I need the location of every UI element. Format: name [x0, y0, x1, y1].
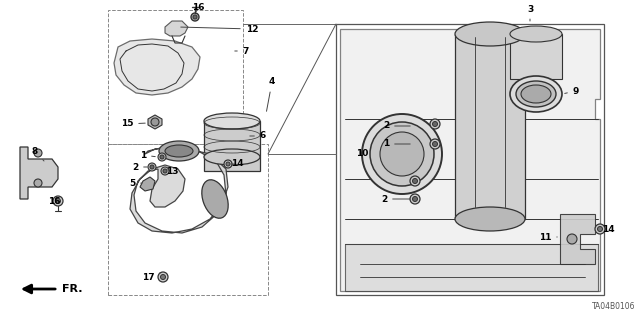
Ellipse shape — [413, 179, 417, 183]
Ellipse shape — [413, 197, 417, 202]
Ellipse shape — [161, 275, 166, 279]
Ellipse shape — [595, 224, 605, 234]
Text: 7: 7 — [235, 47, 249, 56]
Ellipse shape — [433, 142, 438, 146]
Ellipse shape — [598, 226, 602, 232]
Text: 2: 2 — [383, 122, 410, 130]
Ellipse shape — [567, 234, 577, 244]
Text: 2: 2 — [132, 162, 147, 172]
Text: FR.: FR. — [62, 284, 83, 294]
Ellipse shape — [433, 122, 438, 127]
Ellipse shape — [224, 160, 232, 168]
Ellipse shape — [362, 114, 442, 194]
Polygon shape — [20, 147, 58, 199]
Ellipse shape — [163, 169, 167, 173]
Text: 10: 10 — [356, 150, 368, 159]
Ellipse shape — [161, 167, 169, 175]
Text: 5: 5 — [129, 180, 142, 189]
Ellipse shape — [158, 153, 166, 161]
Ellipse shape — [455, 22, 525, 46]
Bar — [204, 121, 260, 171]
Ellipse shape — [151, 118, 159, 126]
Text: 17: 17 — [141, 272, 161, 281]
Ellipse shape — [56, 198, 61, 204]
Text: 2: 2 — [381, 195, 410, 204]
Ellipse shape — [521, 85, 551, 103]
Ellipse shape — [34, 179, 42, 187]
Text: 13: 13 — [166, 167, 179, 175]
Text: 12: 12 — [180, 25, 259, 33]
Ellipse shape — [150, 165, 154, 169]
Text: 11: 11 — [539, 233, 557, 241]
Ellipse shape — [148, 163, 156, 171]
Text: 9: 9 — [564, 86, 579, 95]
Ellipse shape — [202, 180, 228, 218]
Ellipse shape — [430, 139, 440, 149]
Polygon shape — [130, 147, 228, 233]
Ellipse shape — [193, 15, 197, 19]
Text: 6: 6 — [250, 131, 266, 140]
Ellipse shape — [510, 76, 562, 112]
Bar — [108, 10, 243, 144]
Text: 8: 8 — [32, 146, 44, 161]
Ellipse shape — [510, 26, 562, 42]
Ellipse shape — [191, 13, 199, 21]
Text: 16: 16 — [48, 197, 60, 205]
Ellipse shape — [430, 119, 440, 129]
Ellipse shape — [158, 272, 168, 282]
Text: TA04B0106: TA04B0106 — [591, 302, 635, 311]
Polygon shape — [114, 39, 200, 95]
Text: 4: 4 — [266, 78, 275, 111]
Ellipse shape — [160, 155, 164, 159]
Polygon shape — [560, 214, 595, 264]
Ellipse shape — [34, 149, 42, 157]
Text: 14: 14 — [602, 225, 614, 234]
Polygon shape — [148, 115, 162, 129]
Ellipse shape — [516, 81, 556, 107]
Text: 3: 3 — [527, 4, 533, 21]
Polygon shape — [165, 21, 188, 36]
Ellipse shape — [226, 162, 230, 166]
Polygon shape — [340, 29, 600, 291]
Bar — [336, 24, 604, 295]
Ellipse shape — [159, 141, 199, 161]
Ellipse shape — [204, 149, 260, 165]
Text: 1: 1 — [383, 139, 410, 149]
Text: 16: 16 — [192, 4, 204, 12]
Text: 15: 15 — [121, 120, 145, 129]
Ellipse shape — [455, 207, 525, 231]
Ellipse shape — [410, 176, 420, 186]
Text: 14: 14 — [230, 160, 243, 168]
Ellipse shape — [204, 113, 260, 129]
Ellipse shape — [165, 145, 193, 157]
Text: 1: 1 — [140, 151, 156, 160]
Ellipse shape — [370, 122, 434, 186]
Ellipse shape — [410, 194, 420, 204]
Ellipse shape — [380, 132, 424, 176]
Polygon shape — [345, 244, 598, 291]
Polygon shape — [140, 177, 155, 191]
Ellipse shape — [53, 196, 63, 206]
Bar — [108, 144, 268, 295]
Bar — [455, 34, 525, 219]
Bar — [510, 34, 562, 79]
